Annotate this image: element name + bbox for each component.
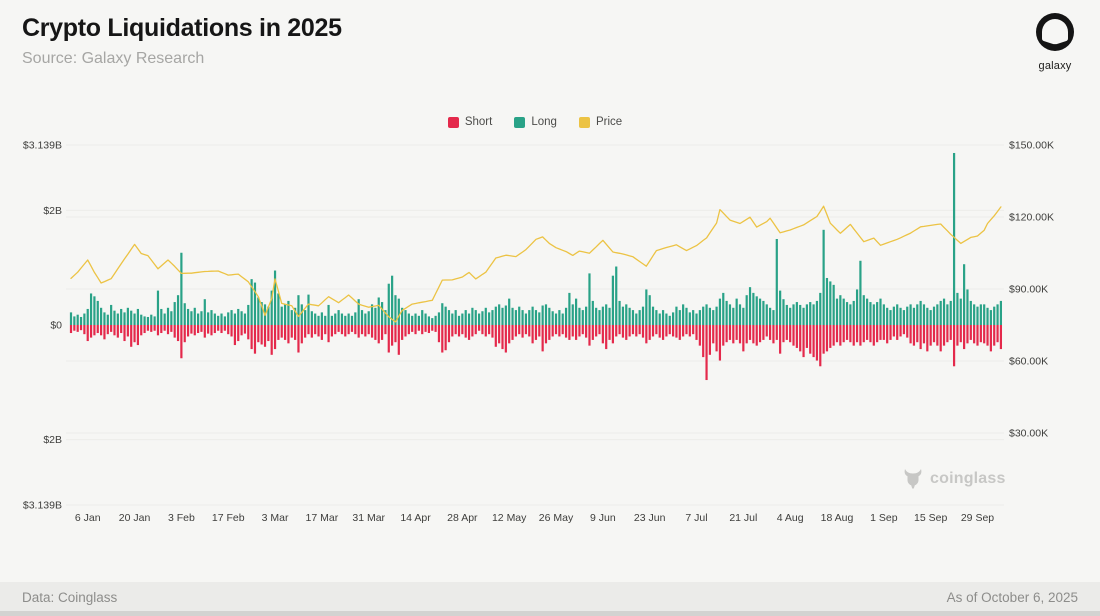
svg-text:17 Mar: 17 Mar: [306, 512, 339, 524]
svg-text:18 Aug: 18 Aug: [821, 512, 854, 524]
svg-text:3 Mar: 3 Mar: [262, 512, 289, 524]
galaxy-helmet-icon: [1036, 13, 1074, 51]
svg-text:$2B: $2B: [43, 434, 62, 446]
svg-text:31 Mar: 31 Mar: [352, 512, 385, 524]
svg-text:20 Jan: 20 Jan: [119, 512, 151, 524]
bull-icon: [904, 469, 922, 489]
svg-text:3 Feb: 3 Feb: [168, 512, 195, 524]
coinglass-watermark: coinglass: [903, 468, 1006, 490]
footer: Data: Coinglass As of October 6, 2025: [0, 582, 1100, 616]
page-title: Crypto Liquidations in 2025: [22, 14, 342, 42]
footer-data-source: Data: Coinglass: [22, 590, 118, 605]
svg-text:$0: $0: [50, 320, 62, 332]
svg-text:28 Apr: 28 Apr: [447, 512, 478, 524]
svg-text:29 Sep: 29 Sep: [961, 512, 994, 524]
svg-text:14 Apr: 14 Apr: [400, 512, 431, 524]
footer-as-of-date: As of October 6, 2025: [946, 590, 1078, 605]
svg-text:9 Jun: 9 Jun: [590, 512, 616, 524]
svg-text:7 Jul: 7 Jul: [685, 512, 707, 524]
legend-label-short: Short: [464, 116, 493, 128]
svg-text:$150.00K: $150.00K: [1009, 140, 1054, 152]
svg-text:$3.139B: $3.139B: [23, 140, 62, 152]
svg-text:1 Sep: 1 Sep: [870, 512, 898, 524]
page-subtitle: Source: Galaxy Research: [22, 50, 205, 67]
svg-text:26 May: 26 May: [539, 512, 574, 524]
legend-item-price: Price: [578, 116, 623, 128]
svg-text:$3.139B: $3.139B: [23, 499, 62, 511]
legend-label-price: Price: [595, 116, 623, 128]
svg-text:21 Jul: 21 Jul: [729, 512, 757, 524]
svg-text:4 Aug: 4 Aug: [777, 512, 804, 524]
long-swatch-icon: [514, 116, 526, 128]
svg-text:23 Jun: 23 Jun: [634, 512, 666, 524]
svg-text:$30.00K: $30.00K: [1009, 428, 1048, 440]
svg-text:17 Feb: 17 Feb: [212, 512, 245, 524]
svg-text:12 May: 12 May: [492, 512, 527, 524]
svg-text:6 Jan: 6 Jan: [75, 512, 101, 524]
svg-text:$60.00K: $60.00K: [1009, 356, 1048, 368]
legend-label-long: Long: [531, 116, 557, 128]
svg-text:$90.00K: $90.00K: [1009, 284, 1048, 296]
svg-text:$2B: $2B: [43, 205, 62, 217]
svg-text:15 Sep: 15 Sep: [914, 512, 947, 524]
legend-item-short: Short: [447, 116, 493, 128]
price-swatch-icon: [578, 116, 590, 128]
short-swatch-icon: [447, 116, 459, 128]
chart-legend: Short Long Price: [66, 113, 1004, 131]
svg-text:$120.00K: $120.00K: [1009, 212, 1054, 224]
coinglass-watermark-label: coinglass: [930, 470, 1006, 487]
galaxy-logo: galaxy: [1024, 12, 1086, 72]
galaxy-logo-label: galaxy: [1038, 60, 1072, 72]
legend-item-long: Long: [514, 116, 557, 128]
